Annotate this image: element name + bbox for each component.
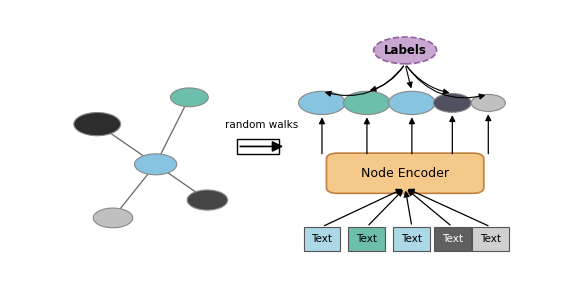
Text: random walks: random walks <box>224 120 298 130</box>
Bar <box>237 139 280 154</box>
FancyBboxPatch shape <box>327 153 484 193</box>
Text: Text: Text <box>401 234 422 244</box>
FancyBboxPatch shape <box>472 227 509 251</box>
Text: Node Encoder: Node Encoder <box>361 167 449 180</box>
Circle shape <box>471 95 505 111</box>
Text: Text: Text <box>311 234 332 244</box>
Circle shape <box>433 94 471 112</box>
Text: Text: Text <box>442 234 463 244</box>
FancyBboxPatch shape <box>349 227 385 251</box>
Circle shape <box>299 91 345 115</box>
Ellipse shape <box>374 37 437 64</box>
Circle shape <box>187 190 227 210</box>
FancyBboxPatch shape <box>303 227 340 251</box>
Circle shape <box>171 88 208 107</box>
Text: Text: Text <box>480 234 501 244</box>
Circle shape <box>93 208 133 228</box>
Circle shape <box>389 91 435 115</box>
Text: Text: Text <box>357 234 378 244</box>
Circle shape <box>135 154 177 175</box>
Text: Labels: Labels <box>384 44 426 57</box>
Circle shape <box>74 113 121 136</box>
Circle shape <box>343 91 390 115</box>
FancyBboxPatch shape <box>434 227 471 251</box>
FancyBboxPatch shape <box>393 227 430 251</box>
